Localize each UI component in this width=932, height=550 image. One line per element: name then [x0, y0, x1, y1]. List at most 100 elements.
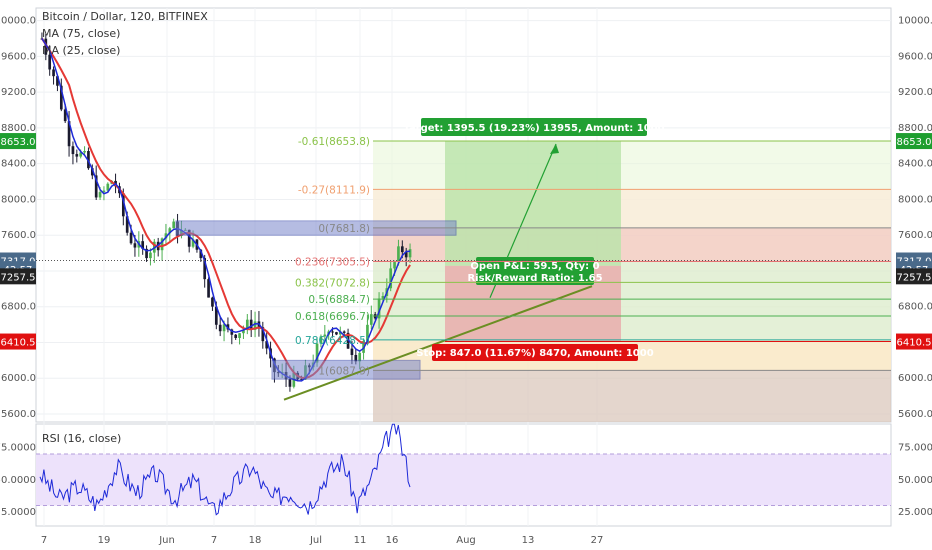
candle-body	[230, 329, 234, 335]
time-tick: Jul	[309, 535, 322, 546]
price-tick-left: 6000.0	[1, 373, 36, 384]
fib-label: 0.618(6696.7)	[295, 311, 370, 323]
candle-body	[214, 306, 218, 325]
candle-body	[211, 297, 214, 307]
time-tick: 7	[41, 535, 47, 546]
axes: 5600.05600.06000.06000.06400.06400.06800…	[0, 16, 932, 546]
fib-label: 0.236(7305.5)	[295, 257, 370, 269]
candle-body	[199, 249, 203, 259]
pnl-label: Open P&L: 59.5, Qty: 0	[470, 261, 599, 272]
candle-body	[315, 343, 319, 363]
chart-title: Bitcoin / Dollar, 120, BITFINEX	[42, 10, 208, 23]
rsi-legend: RSI (16, close)	[42, 432, 121, 445]
candle-body	[59, 85, 63, 110]
candle-body	[397, 246, 400, 263]
time-tick: 11	[354, 535, 367, 546]
support-box	[271, 359, 421, 380]
target-zone	[445, 141, 621, 266]
ma75-line	[41, 37, 411, 379]
candle-body	[83, 151, 86, 153]
price-tick-left: 9200.0	[1, 87, 36, 98]
candle-body	[265, 341, 269, 349]
price-badge-right	[896, 333, 932, 350]
candle-body	[106, 183, 110, 191]
price-badge-left-label: 6410.5	[1, 338, 36, 349]
candle-body	[331, 331, 334, 333]
price-badge-right-label: 6410.5	[897, 338, 932, 349]
candle-body	[164, 233, 168, 239]
price-tick-left: 8800.0	[1, 123, 36, 134]
candle-body	[381, 296, 385, 299]
candle-body	[67, 121, 71, 147]
candle-body	[242, 329, 245, 334]
ma25-legend: MA (25, close)	[42, 44, 120, 57]
price-badge-left	[0, 333, 36, 350]
candle-body	[141, 241, 145, 249]
position-zones	[373, 141, 891, 422]
fib-label: 0.382(7072.8)	[295, 277, 370, 289]
candle-body	[350, 348, 354, 355]
candle-body	[249, 319, 253, 330]
fib-label: -0.27(8111.9)	[298, 184, 370, 196]
stop-label: Stop: 847.0 (11.67%) 8470, Amount: 1000	[416, 348, 653, 359]
time-tick: 18	[249, 535, 262, 546]
candle-body	[44, 38, 48, 55]
rsi-pane: 25.0000 25.0000 50.0000 50.0000 75.0000 75.00…	[0, 423, 932, 518]
time-tick: 27	[591, 535, 604, 546]
candle-body	[52, 69, 55, 77]
candle-body	[253, 321, 257, 330]
candle-body	[63, 109, 67, 122]
price-tick-right: 6800.0	[898, 302, 932, 313]
price-badge-left	[0, 133, 36, 150]
candle-body	[98, 192, 102, 198]
rsi-tick-right: 50.0000	[898, 475, 932, 486]
price-tick-left: 8000.0	[1, 194, 36, 205]
price-tick-left: 8400.0	[1, 159, 36, 170]
candle-body	[354, 354, 358, 362]
price-badge-right-label: 7257.5	[897, 272, 932, 283]
candle-body	[335, 332, 338, 335]
candle-body	[90, 168, 94, 176]
rsi-tick-left: 75.0000	[0, 443, 36, 454]
price-tick-right: 8400.0	[898, 159, 932, 170]
candle-body	[71, 146, 75, 155]
candle-body	[369, 314, 373, 325]
trend-line	[283, 285, 593, 401]
candle-body	[160, 238, 164, 251]
candle-body	[207, 279, 210, 298]
time-tick: 19	[98, 535, 111, 546]
price-tick-right: 9600.0	[898, 51, 932, 62]
risk-reward-label: Risk/Reward Ratio: 1.65	[467, 273, 602, 284]
price-badge-right-label: 8653.0	[897, 137, 932, 148]
price-tick-left: 7600.0	[1, 230, 36, 241]
ma25-line	[41, 38, 411, 382]
candle-body	[129, 232, 133, 244]
candle-body	[358, 352, 362, 362]
candle-body	[366, 324, 369, 341]
candle-body	[168, 228, 172, 234]
candle-body	[94, 175, 98, 198]
candle-body	[187, 229, 191, 247]
rsi-line	[39, 423, 411, 516]
candle-body	[323, 334, 327, 337]
candle-body	[102, 190, 106, 193]
fib-label: 1(6087.9)	[318, 365, 370, 377]
price-badge-left	[0, 268, 36, 285]
price-tick-right: 9200.0	[898, 87, 932, 98]
fib-label: 0.5(6884.7)	[308, 294, 370, 306]
time-tick: Aug	[456, 535, 476, 546]
candle-body	[400, 246, 404, 253]
candle-body	[222, 324, 226, 332]
price-tick-left: 6800.0	[1, 302, 36, 313]
rsi-tick-left: 50.0000	[0, 475, 36, 486]
candle-body	[245, 319, 249, 330]
candle-body	[172, 221, 176, 229]
time-tick: 13	[522, 535, 535, 546]
ma75-legend: MA (75, close)	[42, 27, 120, 40]
candle-body	[261, 327, 265, 342]
target-label: Target: 1395.5 (19.23%) 13955, Amount: 1…	[403, 123, 664, 134]
rsi-tick-left: 25.0000	[0, 507, 36, 518]
price-tick-right: 5600.0	[898, 409, 932, 420]
price-tick-left: 9600.0	[1, 51, 36, 62]
candle-body	[226, 324, 230, 330]
